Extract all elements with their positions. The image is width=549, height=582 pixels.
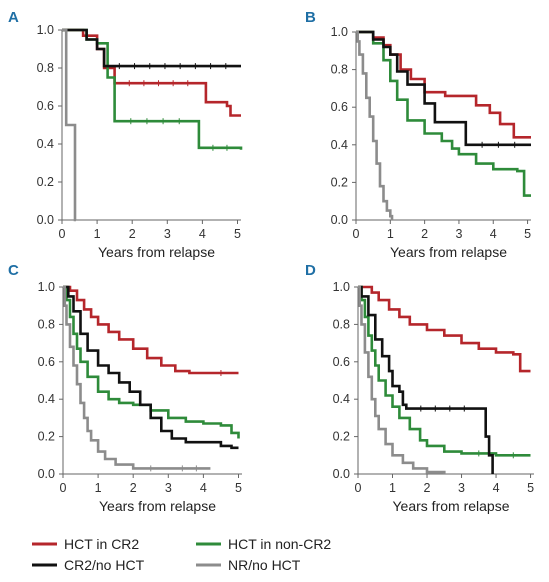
series-line: [62, 28, 241, 68]
series-line: [63, 285, 240, 439]
x-tick-label: 2: [129, 227, 136, 241]
x-tick-label: 3: [165, 481, 172, 495]
y-tick-label: 0.4: [333, 392, 350, 406]
x-tick-label: 5: [524, 227, 531, 241]
y-tick-label: 0.0: [333, 467, 350, 481]
y-tick-label: 0.6: [331, 100, 348, 114]
x-tick-label: 0: [59, 227, 66, 241]
legend-label: NR/no HCT: [228, 557, 301, 573]
series-line: [356, 30, 531, 197]
y-tick-label: 0.4: [38, 392, 55, 406]
series-line: [62, 28, 77, 222]
x-tick-label: 4: [490, 227, 497, 241]
series-line: [63, 285, 239, 375]
y-tick-label: 0.8: [331, 63, 348, 77]
series-line: [356, 30, 531, 147]
series-line: [358, 285, 446, 474]
x-tick-label: 1: [95, 481, 102, 495]
y-tick-label: 0.0: [38, 467, 55, 481]
legend-label: HCT in non-CR2: [228, 536, 331, 552]
x-axis-label: Years from relapse: [390, 244, 507, 260]
y-tick-label: 1.0: [37, 23, 54, 37]
panel-letter: B: [305, 9, 316, 26]
y-tick-label: 0.6: [37, 99, 54, 113]
series-line: [358, 285, 494, 474]
x-tick-label: 5: [527, 481, 534, 495]
y-tick-label: 0.4: [331, 138, 348, 152]
y-tick-label: 1.0: [331, 25, 348, 39]
series-line: [63, 285, 211, 470]
x-tick-label: 3: [458, 481, 465, 495]
panel-b: B 0.0 0.2 0.4 0.6 0.8 1.0 0 1 2 3 4 5 Years from rela…: [305, 9, 531, 260]
panel-letter: A: [8, 9, 19, 26]
x-tick-label: 3: [455, 227, 462, 241]
series-line: [63, 285, 239, 450]
x-axis-label: Years from relapse: [99, 498, 216, 514]
x-tick-label: 0: [60, 481, 67, 495]
y-tick-label: 0.2: [37, 175, 54, 189]
series-line: [356, 30, 394, 220]
x-tick-label: 1: [94, 227, 101, 241]
y-tick-label: 0.6: [38, 355, 55, 369]
legend-label: HCT in CR2: [64, 536, 139, 552]
panel-d: D 0.0 0.2 0.4 0.6 0.8 1.0 0 1 2 3 4 5 Years from rela…: [305, 262, 534, 514]
x-tick-label: 3: [164, 227, 171, 241]
series-line: [62, 28, 243, 150]
x-tick-label: 4: [493, 481, 500, 495]
x-tick-label: 4: [199, 227, 206, 241]
x-axis-label: Years from relapse: [393, 498, 510, 514]
y-tick-label: 0.2: [331, 175, 348, 189]
series-line: [62, 28, 241, 117]
y-tick-label: 0.2: [333, 430, 350, 444]
y-tick-label: 0.2: [38, 430, 55, 444]
y-tick-label: 0.6: [333, 355, 350, 369]
y-tick-label: 0.0: [37, 213, 54, 227]
y-tick-label: 0.0: [331, 213, 348, 227]
panel-a: A 0.0 0.2 0.4 0.6 0.8 1.0 0 1 2 3 4 5 Years from rela…: [8, 9, 243, 260]
x-tick-label: 1: [387, 227, 394, 241]
x-tick-label: 2: [421, 227, 428, 241]
series-line: [358, 285, 531, 457]
x-tick-label: 2: [424, 481, 431, 495]
x-tick-label: 0: [353, 227, 360, 241]
y-tick-label: 0.4: [37, 137, 54, 151]
x-tick-label: 1: [389, 481, 396, 495]
x-tick-label: 5: [235, 481, 242, 495]
panel-letter: C: [8, 262, 19, 279]
x-axis-label: Years from relapse: [98, 244, 215, 260]
x-tick-label: 2: [130, 481, 137, 495]
panel-letter: D: [305, 262, 316, 279]
y-tick-label: 0.8: [38, 317, 55, 331]
x-tick-label: 4: [200, 481, 207, 495]
legend: HCT in CR2 HCT in non-CR2 CR2/no HCT NR/no …: [32, 536, 331, 573]
panel-c: C 0.0 0.2 0.4 0.6 0.8 1.0 0 1 2 3 4 5 Years from rela…: [8, 262, 242, 514]
legend-label: CR2/no HCT: [64, 557, 145, 573]
y-tick-label: 1.0: [333, 280, 350, 294]
x-tick-label: 0: [355, 481, 362, 495]
x-tick-label: 5: [234, 227, 241, 241]
y-tick-label: 1.0: [38, 280, 55, 294]
y-tick-label: 0.8: [37, 61, 54, 75]
series-line: [358, 285, 531, 373]
y-tick-label: 0.8: [333, 317, 350, 331]
